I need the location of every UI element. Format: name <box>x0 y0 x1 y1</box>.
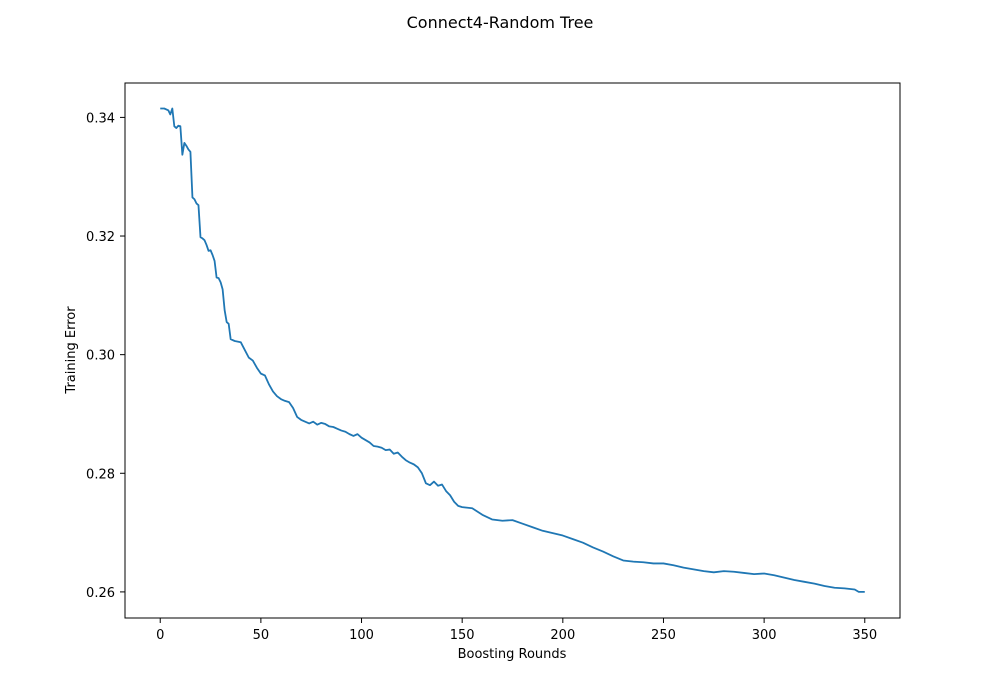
x-tick-label: 350 <box>852 628 877 643</box>
x-tick-label: 50 <box>253 628 270 643</box>
y-tick-label: 0.34 <box>86 111 115 126</box>
y-tick-label: 0.26 <box>86 586 115 601</box>
x-tick-label: 150 <box>450 628 475 643</box>
x-tick-label: 100 <box>349 628 374 643</box>
x-axis-label: Boosting Rounds <box>458 647 567 662</box>
y-tick-label: 0.32 <box>86 230 115 245</box>
x-tick-label: 200 <box>550 628 575 643</box>
chart-title: Connect4-Random Tree <box>407 13 594 32</box>
y-tick-label: 0.30 <box>86 349 115 364</box>
y-axis: 0.26 0.28 0.30 0.32 0.34 <box>86 111 125 601</box>
x-tick-label: 0 <box>156 628 164 643</box>
plot-frame <box>124 82 901 619</box>
x-tick-label: 300 <box>752 628 777 643</box>
x-axis: 0 50 100 150 200 250 300 350 <box>156 618 877 643</box>
plot-area <box>125 83 900 618</box>
x-tick-label: 250 <box>651 628 676 643</box>
series-line-training-error <box>160 107 865 593</box>
y-tick-label: 0.28 <box>86 467 115 482</box>
y-axis-label: Training Error <box>64 306 79 395</box>
